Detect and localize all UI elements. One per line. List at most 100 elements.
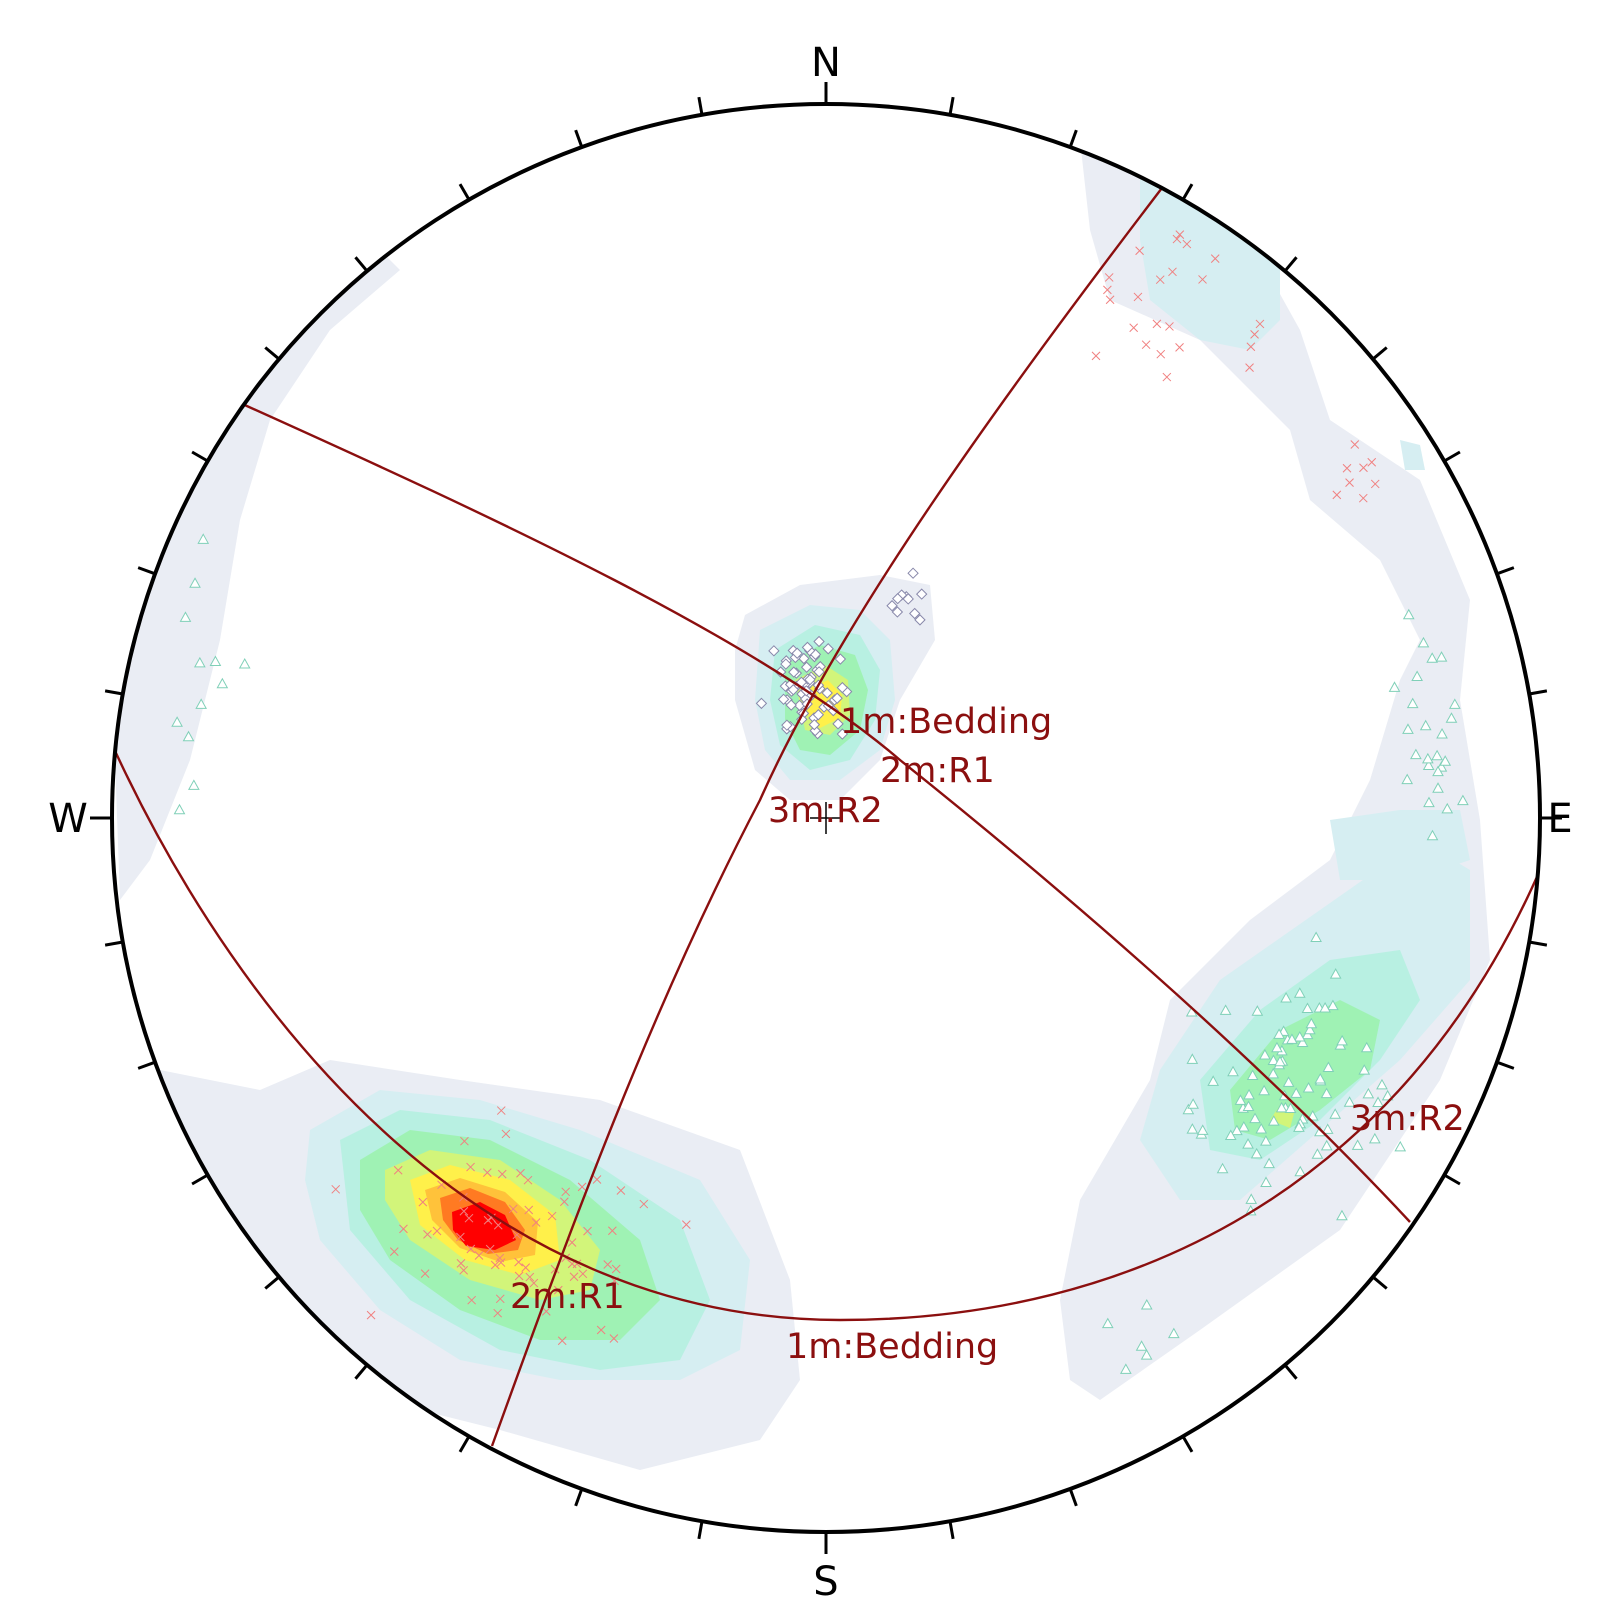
degree-tick: [1283, 1363, 1298, 1380]
pole-diamond: [785, 699, 797, 711]
pole-triangle: [1336, 1034, 1348, 1046]
pole-triangle: [1422, 759, 1435, 771]
pole-cross: [1245, 363, 1254, 372]
pole-cross: [523, 1175, 533, 1185]
degree-tick: [1181, 1435, 1194, 1453]
pole-triangle: [145, 540, 158, 552]
pole-cross: [561, 1187, 571, 1197]
pole-triangle: [238, 658, 251, 669]
pole-triangle: [1242, 1138, 1254, 1149]
degree-ticks: [90, 82, 1562, 1554]
pole-triangle: [1301, 1002, 1314, 1013]
pole-diamond: [836, 681, 849, 694]
pole-diamond: [804, 673, 816, 686]
pole-diamond: [768, 645, 780, 657]
degree-tick: [264, 346, 281, 361]
pole-cross: [483, 1215, 493, 1225]
pole-triangle: [1207, 1075, 1220, 1086]
pole-cross: [459, 1206, 469, 1216]
pole-cross: [514, 1257, 523, 1267]
pole-triangle: [1140, 1349, 1153, 1360]
pole-triangle: [1439, 755, 1452, 766]
pole-cross: [366, 1310, 376, 1320]
pole-triangle: [1187, 1098, 1199, 1109]
pole-triangle: [1140, 1298, 1153, 1310]
great-circle-r1: [237, 400, 1411, 1223]
pole-triangle: [1411, 670, 1423, 682]
pole-cross: [603, 1260, 613, 1269]
pole-cross: [389, 1247, 399, 1257]
pole-cross: [639, 1199, 649, 1209]
pole-triangle: [1388, 681, 1401, 692]
pole-cross: [1165, 322, 1174, 331]
pole-cross: [1345, 478, 1354, 487]
east-label: E: [1547, 796, 1572, 842]
pole-triangle: [1362, 1087, 1375, 1099]
pole-cross: [1105, 295, 1115, 305]
degree-tick: [137, 566, 156, 576]
pole-triangle: [1251, 1005, 1264, 1016]
pole-cross: [1141, 340, 1151, 350]
pole-cross: [456, 1232, 465, 1242]
pole-diamond: [798, 652, 810, 665]
pole-triangle: [1410, 748, 1422, 760]
degree-tick: [1528, 940, 1548, 947]
pole-diamond: [822, 643, 834, 655]
pole-cross: [1217, 208, 1227, 218]
pole-triangle: [189, 577, 201, 588]
pole-cross: [516, 1168, 525, 1178]
pole-cross: [1103, 285, 1112, 295]
pole-cross: [607, 1226, 617, 1236]
pole-cross: [525, 1272, 535, 1282]
degree-tick: [104, 689, 124, 696]
pole-cross: [466, 1244, 476, 1254]
degree-tick: [458, 1435, 471, 1453]
pole-cross: [1359, 463, 1368, 473]
pole-triangle: [1305, 1017, 1318, 1029]
pole-cross: [493, 1308, 503, 1318]
pole-cross: [460, 1136, 469, 1146]
pole-cross: [577, 1182, 587, 1192]
pole-triangle: [1293, 987, 1306, 998]
pole-triangle: [1267, 1115, 1280, 1126]
pole-triangle: [1267, 1054, 1280, 1065]
pole-triangle: [195, 698, 208, 709]
pole-triangle: [1401, 773, 1414, 785]
pole-triangle: [1329, 1108, 1342, 1119]
degree-tick: [1371, 1275, 1388, 1290]
pole-diamond: [812, 709, 825, 721]
pole-triangle: [1426, 829, 1439, 841]
north-label: N: [811, 40, 841, 86]
degree-tick: [948, 96, 955, 116]
pole-triangle: [1426, 652, 1439, 663]
pole-diamond: [892, 592, 904, 605]
pole-cross: [1370, 479, 1380, 489]
pole-cross: [1198, 275, 1207, 284]
pole-triangle: [1320, 1087, 1333, 1099]
pole-cross: [616, 1186, 626, 1195]
pole-cross: [681, 1220, 691, 1229]
degree-tick: [1068, 1488, 1078, 1507]
pole-triangle: [197, 533, 210, 544]
pole-cross: [583, 1226, 592, 1236]
pole-diamond: [813, 666, 825, 678]
pole-triangle: [1319, 1001, 1331, 1013]
pole-cross: [466, 1162, 475, 1172]
pole-triangle: [179, 611, 192, 622]
pole-cross: [1133, 292, 1143, 302]
pole-triangle: [216, 677, 229, 689]
pole-triangle: [1322, 1061, 1335, 1073]
pole-cross: [467, 1295, 477, 1305]
pole-triangle: [1186, 1123, 1199, 1134]
pole-cross: [541, 1307, 551, 1316]
degree-tick: [1371, 346, 1388, 361]
pole-cross: [497, 1169, 507, 1179]
pole-cross: [493, 1220, 503, 1230]
pole-triangle: [1135, 1340, 1148, 1351]
pole-triangle: [1216, 1162, 1229, 1174]
pole-triangle: [1368, 1132, 1381, 1144]
pole-cross: [547, 1211, 557, 1221]
compass-labels: N E S W: [48, 40, 1572, 1605]
pole-triangle: [1402, 723, 1414, 734]
pole-triangle: [1274, 1055, 1286, 1067]
